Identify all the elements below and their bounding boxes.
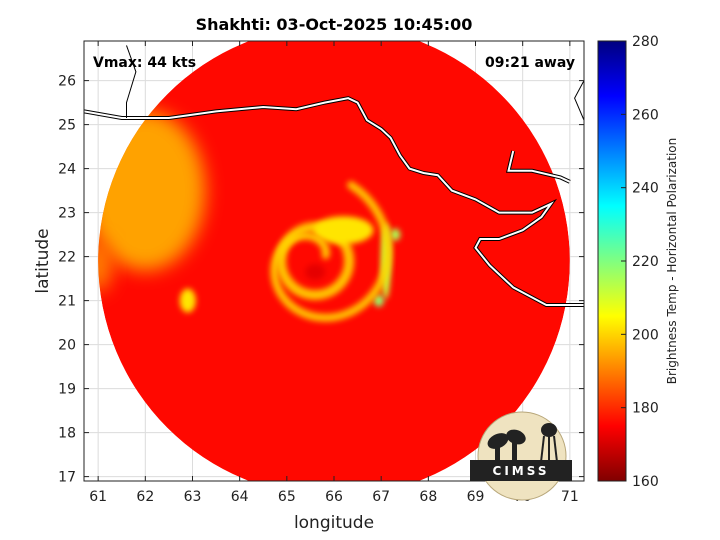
y-tick-label: 23 [58,206,76,222]
coastline [84,97,584,306]
colorbar-tick-label: 180 [632,401,659,417]
y-tick-label: 20 [58,338,76,354]
spiral-arm [270,181,393,322]
colorbar-tick-label: 260 [632,107,659,123]
feature-spiral-band [313,216,374,245]
x-tick-label: 69 [467,489,485,505]
feature-eye [305,264,326,280]
x-tick-label: 62 [136,489,154,505]
feature-convective-spot [373,294,384,307]
plot-area: 6162636465666768697071171819202122232425… [58,40,585,505]
vmax-annotation: Vmax: 44 kts [93,55,196,71]
feature-western-edge [98,239,113,292]
x-tick-label: 65 [278,489,296,505]
feature-outer-band [179,288,196,313]
coastlines [84,45,584,307]
time-away-annotation: 09:21 away [485,55,575,71]
chart-title: Shakhti: 03-Oct-2025 10:45:00 [196,15,473,34]
colorbar-tick-label: 220 [632,254,659,270]
x-axis-label: longitude [294,513,374,533]
cimss-logo: CIMSS [470,411,572,501]
water-tower-icon [540,423,558,463]
y-tick-label: 26 [58,74,76,90]
x-tick-label: 66 [325,489,343,505]
logo-banner [470,460,572,481]
y-tick-label: 21 [58,294,76,310]
x-tick-label: 64 [231,489,249,505]
logo-text: CIMSS [493,464,550,478]
northeast-border [574,80,584,121]
y-tick-label: 17 [58,470,76,486]
y-tick-label: 24 [58,162,76,178]
x-tick-label: 68 [419,489,437,505]
colorbar-label: Brightness Temp - Horizontal Polarizatio… [665,138,679,385]
x-tick-label: 61 [89,489,107,505]
satellite-dish-icon [487,429,526,460]
feature-convective-spot [390,228,401,241]
colorbar: 160 180 200 220 240 260 280 Brightness Temp - … [597,34,679,490]
colorbar-ticks: 160 180 200 220 240 260 280 [621,34,659,490]
colorbar-tick-label: 280 [632,34,659,50]
colorbar-tick-label: 160 [632,474,659,490]
x-tick-label: 63 [184,489,202,505]
y-tick-label: 22 [58,250,76,266]
x-tick-label: 71 [561,489,579,505]
colorbar-tick-label: 200 [632,327,659,343]
y-tick-label: 19 [58,382,76,398]
y-tick-label: 25 [58,118,76,134]
inland-border [507,150,571,183]
y-axis-label: latitude [33,228,53,293]
y-tick-label: 18 [58,426,76,442]
border-line [126,45,137,118]
swath-background [98,41,570,481]
x-tick-label: 67 [372,489,390,505]
colorbar-tick-label: 240 [632,181,659,197]
